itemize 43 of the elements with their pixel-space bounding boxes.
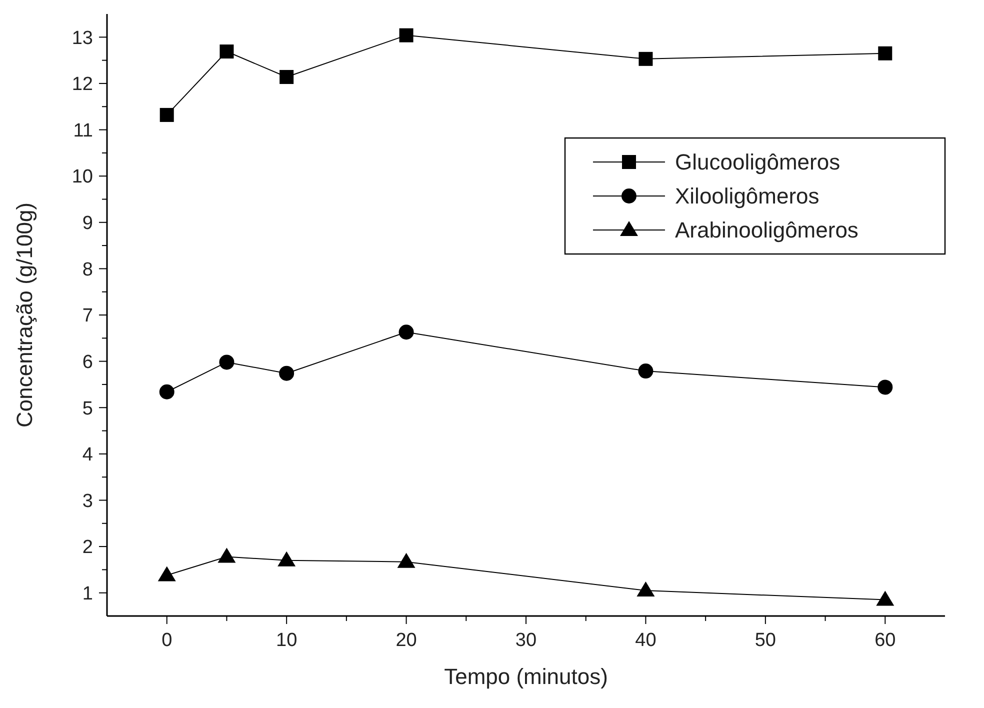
legend-label: Glucooligômeros [675, 150, 840, 175]
point [220, 44, 234, 59]
y-tick-label: 3 [82, 490, 93, 512]
y-tick-label: 2 [82, 537, 93, 558]
x-tick-label: 60 [874, 630, 896, 651]
point [159, 384, 174, 400]
y-tick-label: 7 [82, 306, 93, 327]
y-tick-label: 12 [72, 74, 93, 96]
point [878, 380, 893, 395]
point [397, 552, 416, 568]
y-tick-label: 10 [72, 166, 93, 188]
point [279, 366, 294, 381]
point [278, 551, 296, 566]
y-tick-label: 1 [82, 583, 93, 604]
point [218, 548, 236, 563]
x-tick-label: 50 [754, 630, 776, 651]
x-tick-label: 30 [515, 630, 537, 651]
point [638, 52, 653, 66]
legend-label: Xilooligômeros [675, 184, 820, 209]
x-tick-label: 0 [162, 630, 172, 651]
point [638, 364, 654, 379]
point [636, 582, 655, 597]
x-tick-label: 10 [276, 630, 298, 651]
y-tick-label: 4 [82, 444, 94, 466]
y-axis-title: Concentração (g/100g) [12, 202, 37, 428]
point [160, 108, 174, 122]
legend-label: Arabinooligômeros [675, 218, 858, 243]
x-axis-title: Tempo (minutos) [444, 664, 608, 689]
y-tick-label: 9 [82, 213, 93, 234]
point [876, 590, 894, 606]
point [219, 354, 234, 370]
y-tick-label: 11 [73, 120, 93, 142]
y-tick-label: 13 [72, 28, 93, 49]
point [158, 566, 176, 582]
point [280, 70, 294, 84]
point [399, 28, 414, 42]
x-tick-label: 40 [635, 630, 656, 651]
y-tick-label: 8 [82, 259, 93, 280]
x-tick-label: 20 [396, 630, 417, 651]
y-tick-label: 5 [82, 398, 93, 420]
point [878, 46, 892, 60]
y-tick-label: 6 [82, 352, 93, 373]
point [398, 324, 414, 340]
